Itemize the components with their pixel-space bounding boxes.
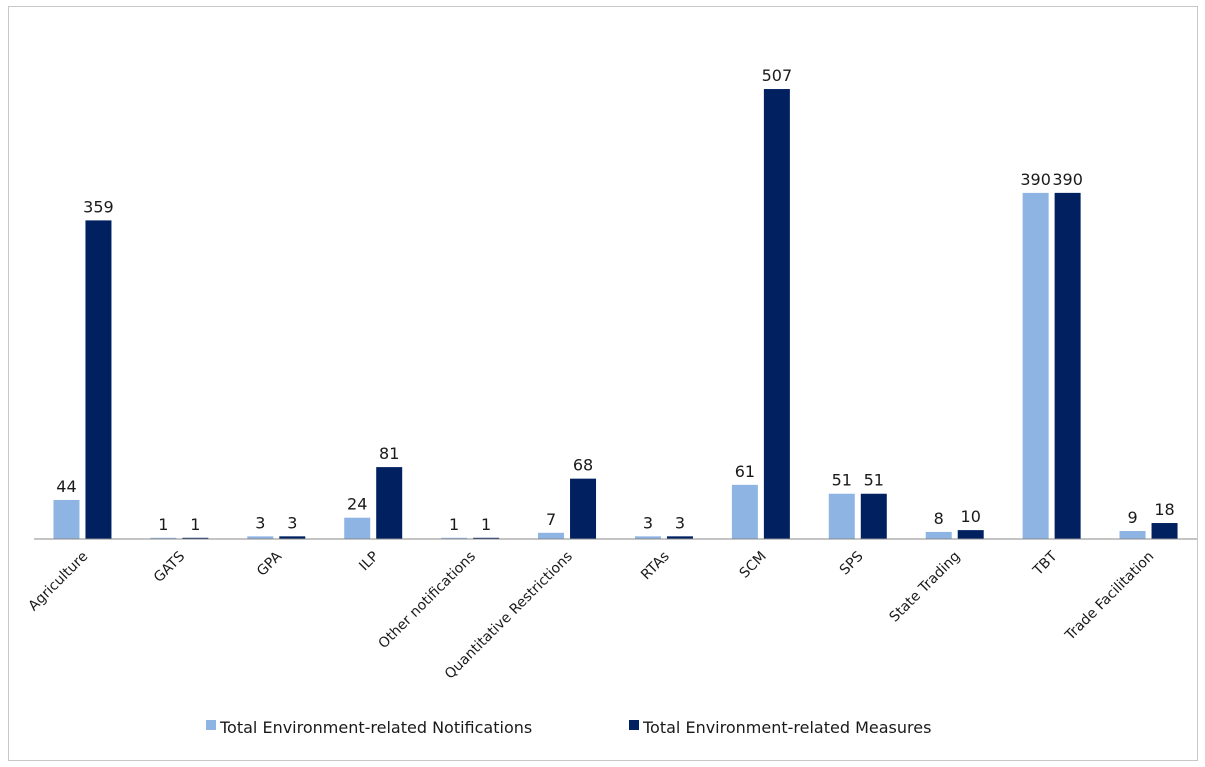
value-label-tbt-measures: 390: [1052, 170, 1083, 189]
bar-rtas-notifications: [634, 536, 661, 539]
value-label-gpa-notifications: 3: [255, 513, 265, 532]
value-label-agriculture-measures: 359: [83, 197, 114, 216]
value-label-scm-measures: 507: [762, 66, 793, 85]
legend-label-notifications: Total Environment-related Notifications: [219, 718, 532, 737]
value-label-agriculture-notifications: 44: [56, 477, 76, 496]
value-label-other-notifications-notifications: 1: [449, 515, 459, 534]
category-label-tbt: TBT: [1030, 548, 1061, 579]
bar-gpa-measures: [279, 536, 306, 539]
value-label-quantitative-restrictions-notifications: 7: [546, 510, 556, 529]
category-label-gpa: GPA: [254, 548, 285, 579]
bar-quantitative-restrictions-notifications: [538, 532, 565, 539]
value-label-scm-notifications: 61: [735, 462, 755, 481]
value-label-trade-facilitation-notifications: 9: [1127, 508, 1137, 527]
value-label-state-trading-notifications: 8: [934, 509, 944, 528]
bar-agriculture-measures: [85, 220, 112, 539]
bar-rtas-measures: [666, 536, 693, 539]
category-label-rtas: RTAs: [638, 549, 673, 584]
category-label-other-notifications: Other notifications: [376, 549, 479, 652]
value-label-other-notifications-measures: 1: [481, 515, 491, 534]
bar-gpa-notifications: [247, 536, 274, 539]
value-label-tbt-notifications: 390: [1020, 170, 1051, 189]
category-label-sps: SPS: [837, 548, 867, 578]
value-label-state-trading-measures: 10: [961, 507, 981, 526]
value-label-sps-measures: 51: [864, 471, 884, 490]
bar-other-notifications-notifications: [441, 537, 468, 539]
category-label-gats: GATS: [151, 548, 188, 585]
bar-tbt-notifications: [1022, 192, 1049, 539]
category-label-agriculture: Agriculture: [26, 549, 92, 615]
category-label-scm: SCM: [737, 549, 770, 582]
bar-state-trading-measures: [957, 530, 984, 539]
legend-swatch-measures: [629, 720, 639, 730]
value-label-rtas-notifications: 3: [643, 513, 653, 532]
legend-swatch-notifications: [206, 720, 216, 730]
value-label-trade-facilitation-measures: 18: [1154, 500, 1174, 519]
bar-agriculture-notifications: [53, 499, 80, 539]
category-label-ilp: ILP: [356, 549, 382, 575]
value-label-gpa-measures: 3: [287, 513, 297, 532]
bar-gats-measures: [182, 537, 209, 539]
bar-other-notifications-measures: [473, 537, 500, 539]
bar-scm-notifications: [731, 484, 758, 539]
value-label-ilp-notifications: 24: [347, 495, 367, 514]
bar-trade-facilitation-notifications: [1119, 531, 1146, 539]
bar-trade-facilitation-measures: [1151, 523, 1178, 539]
bar-ilp-measures: [376, 467, 403, 539]
value-label-sps-notifications: 51: [832, 471, 852, 490]
bar-sps-notifications: [828, 493, 855, 539]
legend-label-measures: Total Environment-related Measures: [642, 718, 931, 737]
value-label-rtas-measures: 3: [675, 513, 685, 532]
value-label-gats-measures: 1: [190, 515, 200, 534]
category-label-trade-facilitation: Trade Facilitation: [1062, 549, 1158, 645]
bars-layer: [53, 89, 1178, 539]
value-label-quantitative-restrictions-measures: 68: [573, 456, 593, 475]
bar-gats-notifications: [150, 537, 177, 539]
value-label-ilp-measures: 81: [379, 444, 399, 463]
bar-scm-measures: [763, 89, 790, 539]
chart-frame: [8, 6, 1198, 761]
bar-sps-measures: [860, 493, 887, 539]
bar-quantitative-restrictions-measures: [570, 478, 597, 539]
value-labels-layer: 44 359 1 1 3 3 24 81 1 1 7 68 3 3 61 507 51 51 8 10 390 390 9 1…: [56, 66, 1174, 534]
bar-ilp-notifications: [344, 517, 371, 539]
category-label-state-trading: State Trading: [887, 549, 964, 626]
legend: Total Environment-related Notifications …: [206, 718, 931, 737]
value-label-gats-notifications: 1: [158, 515, 168, 534]
bar-state-trading-notifications: [925, 531, 952, 539]
bar-tbt-measures: [1054, 192, 1081, 539]
